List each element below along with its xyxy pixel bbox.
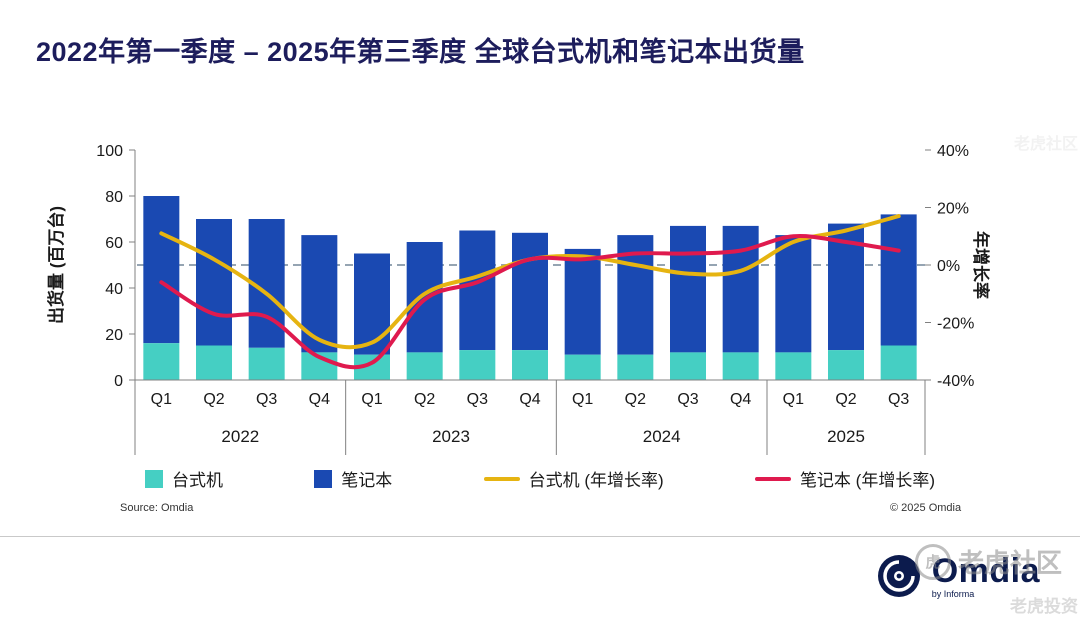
x-axis-quarter-label: Q2 [414,391,435,408]
bar-notebook [775,235,812,353]
x-axis-quarter-label: Q3 [677,391,698,408]
left-axis-tick-label: 20 [105,327,123,344]
legend-item-desktop-growth: 台式机 (年增长率) [483,466,664,491]
bar-desktop [248,347,285,380]
footer-divider [0,536,1080,537]
copyright-note: © 2025 Omdia [890,502,962,514]
omdia-logo-text: Omdia [931,551,1040,590]
legend-item-notebook-growth: 笔记本 (年增长率) [754,466,935,491]
notebook-swatch-icon [314,469,333,488]
bar-notebook [196,219,232,346]
legend-item-desktop: 台式机 [145,466,223,491]
legend-item-notebook: 笔记本 [314,466,392,491]
bar-desktop [196,345,232,380]
bar-desktop [880,345,917,380]
omdia-logo-subtext: by Informa [931,588,975,599]
desktop-growth-line-icon [483,476,520,481]
bar-desktop [828,350,864,380]
x-axis-quarter-label: Q2 [625,391,646,408]
right-axis-tick-label: 40% [937,143,969,160]
bar-notebook [301,235,338,353]
x-axis-year-label: 2023 [432,427,470,446]
x-axis-quarter-label: Q4 [309,391,330,408]
bar-desktop [722,352,759,380]
bar-notebook [670,225,706,353]
bar-desktop [459,350,496,380]
bar-desktop [406,352,443,380]
notebook-growth-line [159,234,901,370]
x-axis-quarter-label: Q3 [256,391,277,408]
x-axis-quarter-label: Q4 [730,391,751,408]
x-axis-year-label: 2024 [643,427,681,446]
right-axis-tick-label: -40% [937,373,974,390]
right-axis-tick-label: 20% [937,201,969,218]
x-axis-quarter-label: Q1 [572,391,593,408]
shipments-growth-combo-chart: Q1 Q2 Q3 Q4 Q1 Q2 Q3 Q4 Q1 Q2 Q3 Q4 Q1 Q2 Q3 0 20 40 60 80 1… [46,143,991,455]
bar-desktop [143,343,180,380]
desktop-swatch-icon [145,469,163,488]
x-axis-quarter-label: Q1 [151,391,172,408]
x-axis-quarter-label: Q4 [519,391,540,408]
left-axis-tick-label: 60 [105,235,123,252]
bar-desktop [512,350,548,380]
legend-label-notebook-growth: 笔记本 (年增长率) [799,471,935,490]
x-axis-quarter-label: Q3 [467,391,488,408]
x-axis-quarter-label: Q1 [783,391,804,408]
bar-notebook [459,230,496,351]
omdia-logo: Omdia by Informa [876,553,1040,599]
bar-desktop [564,354,601,380]
bar-desktop [617,354,654,380]
x-axis-quarter-label: Q2 [835,391,856,408]
left-axis-tick-label: 100 [96,143,123,160]
page-title: 2022年第一季度 – 2025年第三季度 全球台式机和笔记本出货量 [36,37,805,67]
right-axis-tick-label: 0% [937,258,960,275]
x-axis-year-label: 2022 [221,427,259,446]
left-axis-tick-label: 80 [105,189,123,206]
bar-desktop [775,352,812,380]
bar-notebook [880,214,917,346]
omdia-logo-icon [877,555,920,597]
source-note: Source: Omdia [120,502,194,514]
chart-legend: 台式机 笔记本 台式机 (年增长率) 笔记本 (年增长率) [145,466,935,491]
bar-notebook [143,196,180,344]
bar-desktop [670,352,706,380]
bar-notebook [722,225,759,353]
legend-label-notebook: 笔记本 [341,471,393,490]
left-axis-tick-label: 0 [114,373,123,390]
x-axis-year-label: 2025 [827,427,865,446]
x-axis-quarter-label: Q1 [361,391,382,408]
left-axis-tick-label: 40 [105,281,123,298]
bar-notebook [512,232,548,351]
bar-notebook [564,248,601,355]
x-axis-quarter-label: Q3 [888,391,909,408]
x-axis-quarter-label: Q2 [203,391,224,408]
bar-notebook [354,253,390,355]
right-axis-title: 年增长率 [971,231,991,299]
legend-label-desktop-growth: 台式机 (年增长率) [528,471,664,490]
legend-label-desktop: 台式机 [172,471,223,490]
left-axis-title: 出货量 (百万台) [46,206,66,324]
right-axis-tick-label: -20% [937,316,974,333]
notebook-growth-line-icon [754,476,791,481]
